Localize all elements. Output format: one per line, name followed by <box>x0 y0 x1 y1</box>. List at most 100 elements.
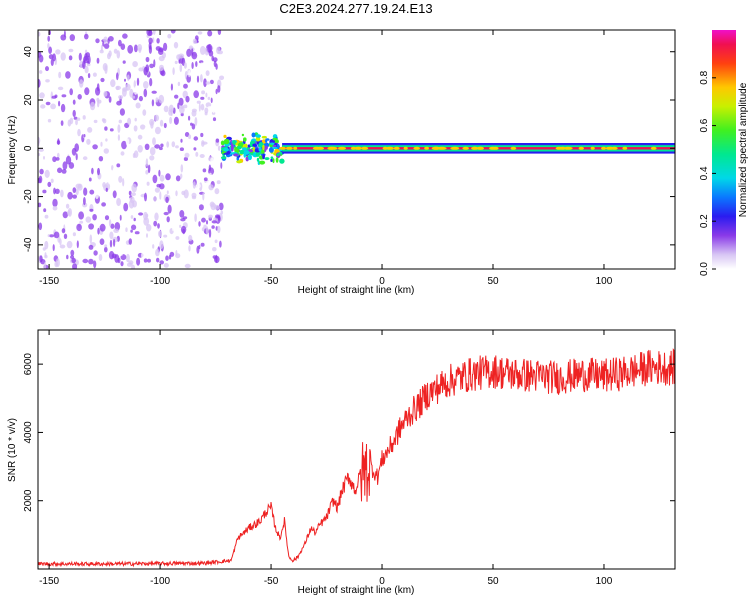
spectrogram-noise-cell <box>65 203 70 209</box>
snr-x-tick-label: 100 <box>596 576 613 587</box>
spectrogram-noise-cell <box>58 100 61 107</box>
spectrogram-noise-cell <box>52 156 57 163</box>
spectrogram-signal-cell <box>270 156 274 159</box>
spectrogram-noise-cell <box>124 234 129 240</box>
spectrogram-noise-cell <box>145 213 149 218</box>
snr-x-tick-label: 50 <box>487 576 499 587</box>
spectrogram-tone-peak <box>510 146 517 150</box>
spectrogram-noise-cell <box>66 240 73 249</box>
spectrogram-noise-cell <box>152 30 156 35</box>
spectrogram-noise-cell <box>151 99 155 107</box>
spectrogram-noise-cell <box>192 181 196 189</box>
spectrogram-noise-cell <box>215 138 220 143</box>
spectrogram-noise-cell <box>114 254 120 263</box>
spectrogram-noise-cell <box>201 217 206 223</box>
spectrogram-noise-cell <box>204 107 209 114</box>
spectrogram-noise-cell <box>174 60 178 65</box>
colorbar-tick-label: 0.8 <box>699 70 710 84</box>
spectrogram-noise-cell <box>205 226 209 235</box>
spectrogram-tone-peak <box>413 146 421 150</box>
spectrogram-noise-cell <box>195 183 201 189</box>
spectrogram-noise-cell <box>121 140 127 150</box>
spectrogram-noise-cell <box>176 54 181 60</box>
spectrogram-noise-cell <box>47 181 52 188</box>
spectrogram-noise-cell <box>78 211 84 220</box>
spectrogram-noise-cell <box>138 67 144 72</box>
spectrogram-noise-cell <box>38 152 41 157</box>
spectrogram-noise-cell <box>177 102 180 110</box>
spectrogram-noise-cell <box>55 258 60 268</box>
spectrogram-noise-cell <box>213 204 220 210</box>
spectrogram-noise-cell <box>191 48 194 56</box>
spectrogram-noise-cell <box>133 217 136 222</box>
spectrogram-signal-cell <box>261 135 267 139</box>
spectrogram-x-tick-label: 100 <box>596 276 613 287</box>
spectrogram-noise-cell <box>191 108 197 113</box>
spectrogram-noise-cell <box>128 190 132 196</box>
spectrogram-noise-cell <box>152 137 156 146</box>
spectrogram-signal-cell <box>262 150 265 154</box>
spectrogram-noise-cell <box>173 41 179 49</box>
spectrogram-noise-cell <box>159 146 163 151</box>
spectrogram-noise-cell <box>66 254 69 260</box>
spectrogram-tone-peak <box>293 146 298 150</box>
spectrogram-noise-cell <box>154 126 161 135</box>
spectrogram-noise-cell <box>92 214 97 221</box>
spectrogram-noise-cell <box>100 77 105 83</box>
spectrogram-tone-peak <box>462 146 470 150</box>
spectrogram-noise-cell <box>75 119 78 126</box>
spectrogram-noise-cell <box>199 62 205 71</box>
spectrogram-noise-cell <box>125 227 128 232</box>
spectrogram-noise-cell <box>109 231 114 240</box>
spectrogram-noise-cell <box>99 49 104 54</box>
spectrogram-noise-cell <box>108 251 115 260</box>
spectrogram-noise-cell <box>163 234 168 238</box>
spectrogram-noise-cell <box>120 43 126 50</box>
spectrogram-noise-cell <box>44 169 50 178</box>
spectrogram-tone-peak <box>337 146 347 150</box>
snr-x-tick-label: -100 <box>150 576 170 587</box>
spectrogram-noise-cell <box>178 97 184 106</box>
spectrogram-noise-cell <box>97 167 100 176</box>
spectrogram-noise-cell <box>141 251 146 260</box>
spectrogram-tone-peak <box>403 146 408 150</box>
spectrogram-signal-cell <box>236 160 243 164</box>
spectrogram-noise-cell <box>156 38 160 44</box>
spectrogram-noise-cell <box>203 224 207 229</box>
spectrogram-noise-cell <box>145 56 150 63</box>
spectrogram-noise-cell <box>62 211 68 219</box>
spectrogram-noise-cell <box>87 73 91 79</box>
spectrogram-noise-cell <box>192 38 197 44</box>
spectrogram-noise-cell <box>116 163 121 168</box>
spectrogram-signal-cell <box>237 146 242 150</box>
chart-title: C2E3.2024.277.19.24.E13 <box>279 1 432 16</box>
spectrogram-noise-cell <box>179 63 183 73</box>
spectrogram-noise-cell <box>76 117 81 121</box>
spectrogram-noise-cell <box>76 240 79 249</box>
spectrogram-noise-cell <box>119 108 125 116</box>
spectrogram-noise-cell <box>156 257 160 263</box>
spectrogram-noise-cell <box>154 114 160 122</box>
spectrogram-noise-cell <box>120 261 124 267</box>
spectrogram-noise-cell <box>44 240 49 250</box>
spectrogram-noise-cell <box>109 239 113 248</box>
spectrogram-noise-cell <box>104 65 108 74</box>
spectrogram-noise-cell <box>50 178 54 183</box>
spectrogram-noise-cell <box>89 234 93 244</box>
colorbar-ticks: 0.0 0.2 0.4 0.6 0.8 <box>699 70 716 276</box>
spectrogram-noise-cell <box>100 141 103 147</box>
spectrogram-x-tick-label: -50 <box>264 276 279 287</box>
spectrogram-noise-cell <box>60 52 66 61</box>
spectrogram-noise-cell <box>108 36 114 42</box>
spectrogram-noise-cell <box>39 168 44 175</box>
spectrogram-noise-cell <box>104 126 108 131</box>
spectrogram-signal-cell <box>272 144 277 147</box>
spectrogram-noise-cell <box>114 222 121 231</box>
spectrogram-noise-cell <box>165 196 169 203</box>
spectrogram-noise-cell <box>201 90 206 95</box>
spectrogram-signal-cell <box>256 140 260 145</box>
spectrogram-noise-cell <box>130 215 134 219</box>
spectrogram-tone-peak <box>611 146 618 150</box>
spectrogram-noise-cell <box>59 244 66 249</box>
spectrogram-noise-cell <box>149 147 156 156</box>
